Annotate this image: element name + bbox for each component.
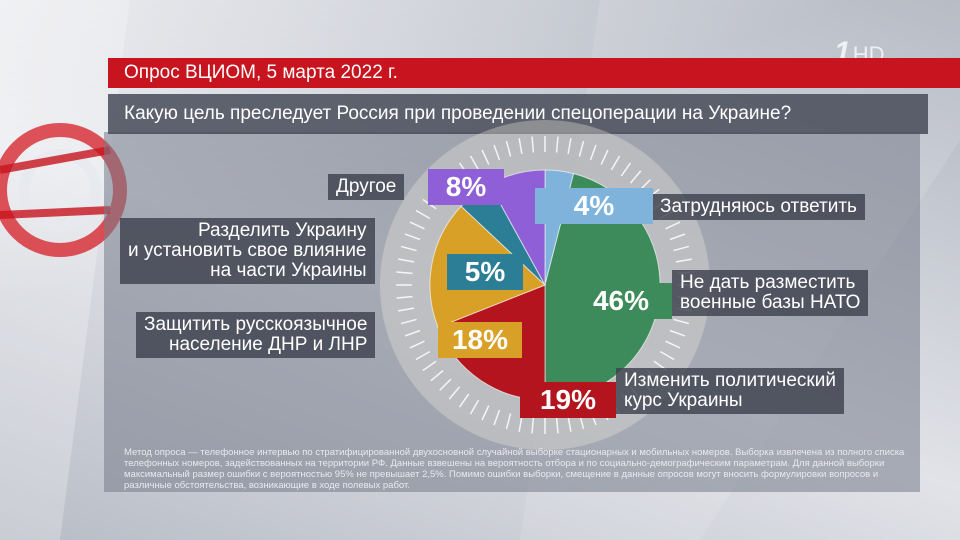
label-nato-bases: Не дать разместить военные базы НАТО <box>672 270 869 316</box>
pie-tick <box>659 350 675 361</box>
pie-tick <box>430 369 444 382</box>
methodology-footnote: Метод опроса — телефонное интервью по ст… <box>124 447 905 491</box>
pie-tick <box>531 136 535 153</box>
label-difficult-to-answer: Затрудняюсь ответить <box>652 194 865 220</box>
pie-tick <box>589 144 597 161</box>
pie-tick <box>555 417 559 434</box>
pct-political-course: 19% <box>520 382 616 418</box>
pie-tick <box>665 340 681 349</box>
pie-tick <box>422 360 437 372</box>
title-bar <box>108 58 960 88</box>
pie-tick <box>469 399 480 415</box>
pie-tick <box>673 245 690 252</box>
label-other: Другое <box>328 174 405 200</box>
pie-tick <box>396 271 413 275</box>
pie-tick <box>518 138 523 155</box>
label-protect-russian-speakers: Защитить русскоязычное население ДНР и Л… <box>136 312 376 358</box>
pct-protect-russian-speakers: 18% <box>438 322 522 358</box>
pie-tick <box>567 138 572 155</box>
survey-title: Опрос ВЦИОМ, 5 марта 2022 г. <box>124 62 398 83</box>
pie-tick <box>531 417 535 434</box>
survey-question: Какую цель преследует Россия при проведе… <box>124 103 792 124</box>
pie-tick <box>415 209 431 220</box>
pie-tick <box>600 149 609 165</box>
pie-tick <box>578 140 585 157</box>
pie-tick <box>404 233 421 241</box>
label-political-course: Изменить политический курс Украины <box>616 368 844 414</box>
pie-tick <box>409 221 425 230</box>
pie-tick <box>481 405 490 421</box>
pie-tick <box>415 350 431 361</box>
pie-tick <box>398 258 415 263</box>
question-bar <box>108 94 928 134</box>
pie-tick <box>610 155 621 171</box>
pie-tick <box>505 413 512 430</box>
pie-tick <box>505 140 512 157</box>
pie-tick <box>493 144 501 161</box>
pie-tick <box>400 318 417 325</box>
label-divide-ukraine: Разделить Украину и установить свое влия… <box>120 218 375 284</box>
pie-tick <box>620 162 632 177</box>
pie-tick <box>665 221 681 230</box>
pie-tick <box>669 233 686 241</box>
pie-tick <box>567 415 572 432</box>
pie-tick <box>398 307 415 312</box>
pie-tick <box>458 393 470 408</box>
pct-difficult-to-answer: 4% <box>535 188 653 224</box>
pie-tick <box>481 149 490 165</box>
pie-tick <box>518 415 523 432</box>
pie-tick <box>469 155 480 171</box>
pie-tick <box>675 258 692 263</box>
pie-tick <box>409 340 425 349</box>
pie-tick <box>404 329 421 337</box>
pie-tick <box>493 409 501 426</box>
pct-nato-bases: 46% <box>570 283 672 319</box>
pct-other: 8% <box>428 169 504 205</box>
pie-tick <box>669 329 686 337</box>
pct-divide-ukraine: 5% <box>447 254 523 290</box>
pie-tick <box>555 136 559 153</box>
pie-tick <box>439 378 452 391</box>
pie-tick <box>396 295 413 299</box>
pie-tick <box>629 170 642 184</box>
pie-tick <box>400 245 417 252</box>
pie-tick <box>448 386 461 400</box>
pie-tick <box>673 318 690 325</box>
